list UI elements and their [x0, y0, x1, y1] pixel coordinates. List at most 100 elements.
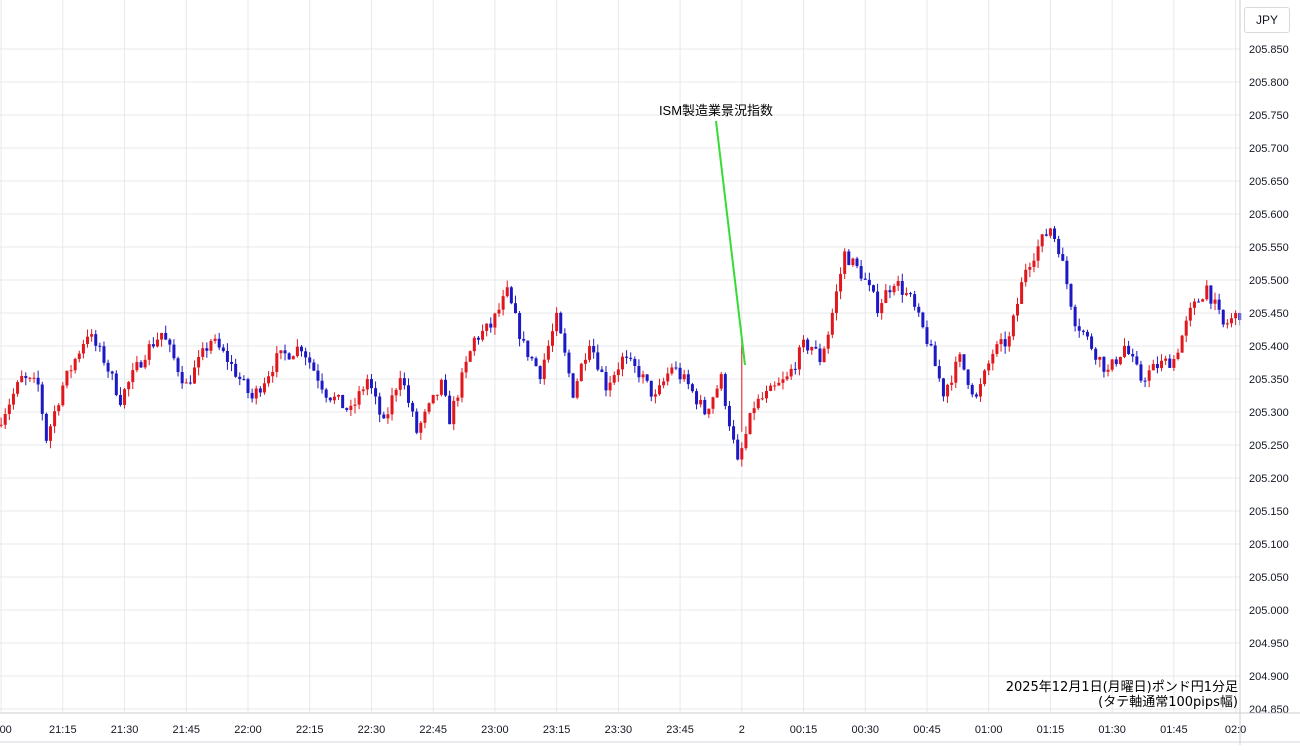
candle [230, 355, 234, 372]
candle [1094, 347, 1098, 365]
candle-body [666, 373, 670, 382]
candle-body [913, 294, 917, 307]
candle-body [295, 346, 299, 357]
candle [727, 401, 731, 431]
y-tick-label: 205.500 [1249, 275, 1289, 287]
candle [205, 342, 209, 358]
candle [1048, 227, 1052, 239]
candle [958, 352, 962, 368]
candle-body [830, 312, 834, 335]
candle-body [86, 336, 90, 345]
candle [299, 345, 303, 357]
candle-body [871, 285, 875, 292]
candle-body [604, 371, 608, 391]
candle-body [834, 291, 838, 313]
y-tick-label: 205.050 [1249, 572, 1289, 584]
candle [357, 385, 361, 410]
candle [608, 375, 612, 397]
annotation: ISM製造業景況指数 [659, 103, 773, 366]
candle [53, 405, 57, 434]
candle-body [810, 346, 814, 351]
candle [386, 407, 390, 424]
currency-label[interactable]: JPY [1244, 7, 1290, 33]
candle [402, 372, 406, 390]
candle [880, 298, 884, 320]
candle [637, 359, 641, 383]
x-tick-label: 23:15 [543, 724, 571, 736]
candle-body [962, 354, 966, 370]
candle [86, 329, 90, 348]
candle-body [1044, 234, 1048, 236]
candle [160, 332, 164, 347]
candle-body [699, 399, 703, 405]
candle-body [1016, 303, 1020, 316]
candle [937, 359, 941, 382]
candle [90, 329, 94, 342]
candle [1192, 298, 1196, 315]
candle [1139, 360, 1143, 383]
candle [1168, 354, 1172, 368]
candle [777, 377, 781, 386]
candle-body [1176, 352, 1180, 359]
candle-body [1057, 238, 1061, 255]
candle [752, 401, 756, 421]
y-tick-label: 204.900 [1249, 671, 1289, 683]
candle-body [267, 376, 271, 384]
candle-body [1048, 228, 1052, 236]
candle-body [168, 339, 172, 345]
candle-body [472, 337, 476, 352]
candle [1061, 247, 1065, 262]
candle-body [180, 372, 184, 384]
candle [349, 399, 353, 417]
y-tick-label: 204.850 [1249, 704, 1289, 716]
candle [616, 362, 620, 382]
candle [962, 354, 966, 371]
candle [61, 382, 65, 407]
candle [1188, 302, 1192, 327]
candle-body [625, 356, 629, 358]
candle [3, 408, 7, 429]
candle [164, 325, 168, 340]
candle-body [1201, 299, 1205, 302]
candle [11, 388, 15, 410]
candle [950, 375, 954, 391]
candle-body [308, 357, 312, 363]
candle [929, 339, 933, 347]
candle-body [1127, 345, 1131, 355]
candle-body [1155, 363, 1159, 369]
candle [859, 260, 863, 282]
candle-body [242, 379, 246, 381]
candle-body [7, 404, 11, 415]
candle-body [419, 422, 423, 433]
candle-body [995, 344, 999, 354]
candle [509, 286, 513, 305]
candle-body [1172, 358, 1176, 368]
candle [378, 392, 382, 423]
candle [876, 283, 880, 317]
candle [127, 380, 131, 397]
candle-body [1032, 260, 1036, 267]
candle-body [797, 347, 801, 370]
candle-body [1168, 358, 1172, 368]
candle-body [946, 384, 950, 397]
candle-body [583, 359, 587, 364]
candle-body [1160, 360, 1164, 369]
candle-body [509, 287, 513, 304]
candle [592, 338, 596, 359]
candle-body [114, 373, 118, 396]
candle-body [769, 385, 773, 391]
candle [1044, 228, 1048, 237]
candle [810, 346, 814, 355]
candle-body [522, 338, 526, 341]
candle [312, 359, 316, 372]
candle-body [974, 394, 978, 397]
candle-body [954, 361, 958, 383]
candle-body [489, 323, 493, 328]
x-tick-label: 22:15 [296, 724, 324, 736]
candle [262, 377, 266, 395]
candle [1172, 355, 1176, 371]
candle [830, 308, 834, 339]
candle [1176, 348, 1180, 361]
candle-body [802, 339, 806, 348]
candle-body [53, 411, 57, 427]
